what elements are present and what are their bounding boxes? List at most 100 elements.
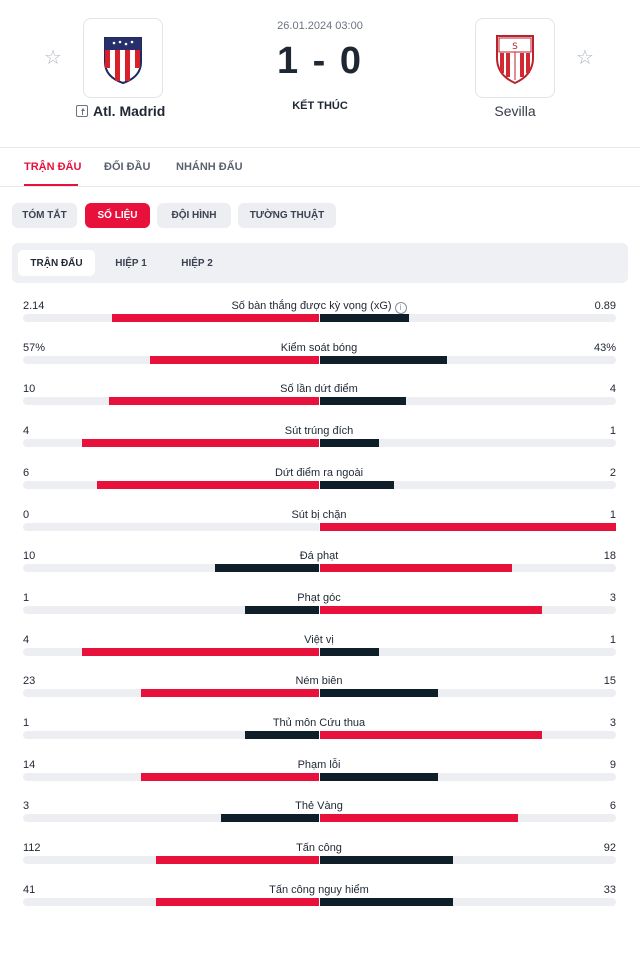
stat-home-value: 41: [23, 884, 36, 896]
stat-row: 41 Tấn công nguy hiểm 33: [23, 884, 616, 924]
stat-row: 3 Thẻ Vàng 6: [23, 800, 616, 840]
stat-away-track: [320, 689, 616, 697]
tab-bracket[interactable]: NHÁNH ĐẤU: [176, 161, 243, 173]
stat-label-text: Số bàn thắng được kỳ vọng (xG): [231, 300, 392, 312]
stat-home-value: 6: [23, 467, 30, 479]
stat-home-track: [23, 523, 319, 531]
stat-home-track: [23, 314, 319, 322]
stat-away-track: [320, 481, 616, 489]
stat-label-text: Kiểm soát bóng: [280, 342, 358, 354]
tab-statistics[interactable]: SỐ LIỆU: [85, 203, 150, 228]
home-team-logo[interactable]: [83, 18, 163, 98]
stat-row: 57% Kiểm soát bóng 43%: [23, 342, 616, 382]
stat-label-text: Sút trúng đích: [284, 425, 354, 437]
stat-label-text: Sút bị chặn: [291, 509, 347, 521]
away-team-name[interactable]: Sevilla: [494, 103, 536, 119]
stat-label-text: Ném biên: [295, 675, 343, 687]
favorite-home-star-icon[interactable]: ☆: [44, 47, 62, 69]
stat-label-text: Phạm lỗi: [297, 759, 341, 771]
stat-away-bar: [320, 606, 542, 614]
stat-home-value: 0: [23, 509, 30, 521]
stat-row: 14 Phạm lỗi 9: [23, 759, 616, 799]
stat-home-value: 14: [23, 759, 36, 771]
stat-away-track: [320, 814, 616, 822]
stat-label-text: Đá phạt: [299, 550, 339, 562]
stat-label: Tấn công nguy hiểm: [119, 884, 519, 896]
period-second-half[interactable]: HIỆP 2: [181, 257, 213, 269]
stat-row: 1 Phạt góc 3: [23, 592, 616, 632]
stat-home-value: 57%: [23, 342, 46, 354]
stat-away-track: [320, 606, 616, 614]
stat-away-bar: [320, 689, 438, 697]
stat-home-track: [23, 397, 319, 405]
atletico-madrid-crest-icon: [104, 37, 142, 84]
stat-label: Thẻ Vàng: [119, 800, 519, 812]
stat-home-value: 10: [23, 383, 36, 395]
stat-row: 10 Số lần dứt điểm 4: [23, 383, 616, 423]
stat-away-value: 1: [609, 509, 616, 521]
stat-label-text: Số lần dứt điểm: [280, 383, 358, 395]
stat-away-bar: [320, 564, 512, 572]
stat-away-bar: [320, 814, 518, 822]
stat-home-bar: [156, 898, 319, 906]
stat-home-track: [23, 731, 319, 739]
active-tab-indicator: [24, 184, 78, 186]
stat-home-bar: [97, 481, 319, 489]
away-team-logo[interactable]: S: [475, 18, 555, 98]
stat-label-text: Thẻ Vàng: [295, 800, 343, 812]
stat-away-value: 0.89: [594, 300, 616, 312]
period-first-half[interactable]: HIỆP 1: [115, 257, 147, 269]
stat-label: Số bàn thắng được kỳ vọng (xG) i: [119, 300, 519, 314]
stat-away-value: 18: [603, 550, 616, 562]
stat-away-value: 15: [603, 675, 616, 687]
stat-row: 2.14 Số bàn thắng được kỳ vọng (xG) i 0.89: [23, 300, 616, 340]
stat-away-track: [320, 356, 616, 364]
stat-away-value: 4: [609, 383, 616, 395]
stat-away-bar: [320, 523, 616, 531]
stat-row: 4 Sút trúng đích 1: [23, 425, 616, 465]
stat-label: Số lần dứt điểm: [119, 383, 519, 395]
favorite-away-star-icon[interactable]: ☆: [576, 47, 594, 69]
stat-away-value: 3: [609, 717, 616, 729]
stat-row: 1 Thủ môn Cứu thua 3: [23, 717, 616, 757]
tab-match[interactable]: TRẬN ĐẤU: [24, 161, 82, 173]
home-team-name[interactable]: Atl. Madrid: [76, 103, 186, 119]
svg-text:S: S: [512, 42, 518, 52]
tab-head-to-head[interactable]: ĐỐI ĐẦU: [104, 161, 151, 173]
stat-home-track: [23, 356, 319, 364]
stat-home-value: 10: [23, 550, 36, 562]
stat-away-value: 92: [603, 842, 616, 854]
stat-home-track: [23, 814, 319, 822]
stat-home-value: 23: [23, 675, 36, 687]
tab-commentary[interactable]: TƯỜNG THUẬT: [238, 203, 336, 228]
stat-away-bar: [320, 898, 453, 906]
stat-away-value: 3: [609, 592, 616, 604]
stat-home-bar: [109, 397, 319, 405]
stat-away-value: 43%: [593, 342, 616, 354]
match-status: KẾT THÚC: [292, 100, 348, 112]
stat-home-bar: [245, 606, 319, 614]
stat-label-text: Phạt góc: [297, 592, 341, 604]
tab-summary[interactable]: TÓM TẮT: [12, 203, 77, 228]
tab-lineups[interactable]: ĐỘI HÌNH: [157, 203, 231, 228]
stat-away-bar: [320, 648, 379, 656]
stat-row: 6 Dứt điểm ra ngoài 2: [23, 467, 616, 507]
period-full-match[interactable]: TRẬN ĐẤU: [18, 250, 95, 276]
stat-away-value: 33: [603, 884, 616, 896]
stat-label: Kiểm soát bóng: [119, 342, 519, 354]
stat-row: 0 Sút bị chặn 1: [23, 509, 616, 549]
stat-label-text: Thủ môn Cứu thua: [272, 717, 366, 729]
stat-home-bar: [245, 731, 319, 739]
stat-home-track: [23, 898, 319, 906]
stat-label: Sút bị chặn: [119, 509, 519, 521]
stat-away-track: [320, 648, 616, 656]
info-icon[interactable]: i: [394, 302, 407, 314]
stat-home-bar: [221, 814, 319, 822]
stat-away-track: [320, 523, 616, 531]
stat-row: 23 Ném biên 15: [23, 675, 616, 715]
stat-home-value: 4: [23, 634, 30, 646]
stat-label: Việt vị: [119, 634, 519, 646]
stat-home-bar: [82, 439, 319, 447]
stat-away-value: 2: [609, 467, 616, 479]
stat-home-value: 1: [23, 717, 30, 729]
